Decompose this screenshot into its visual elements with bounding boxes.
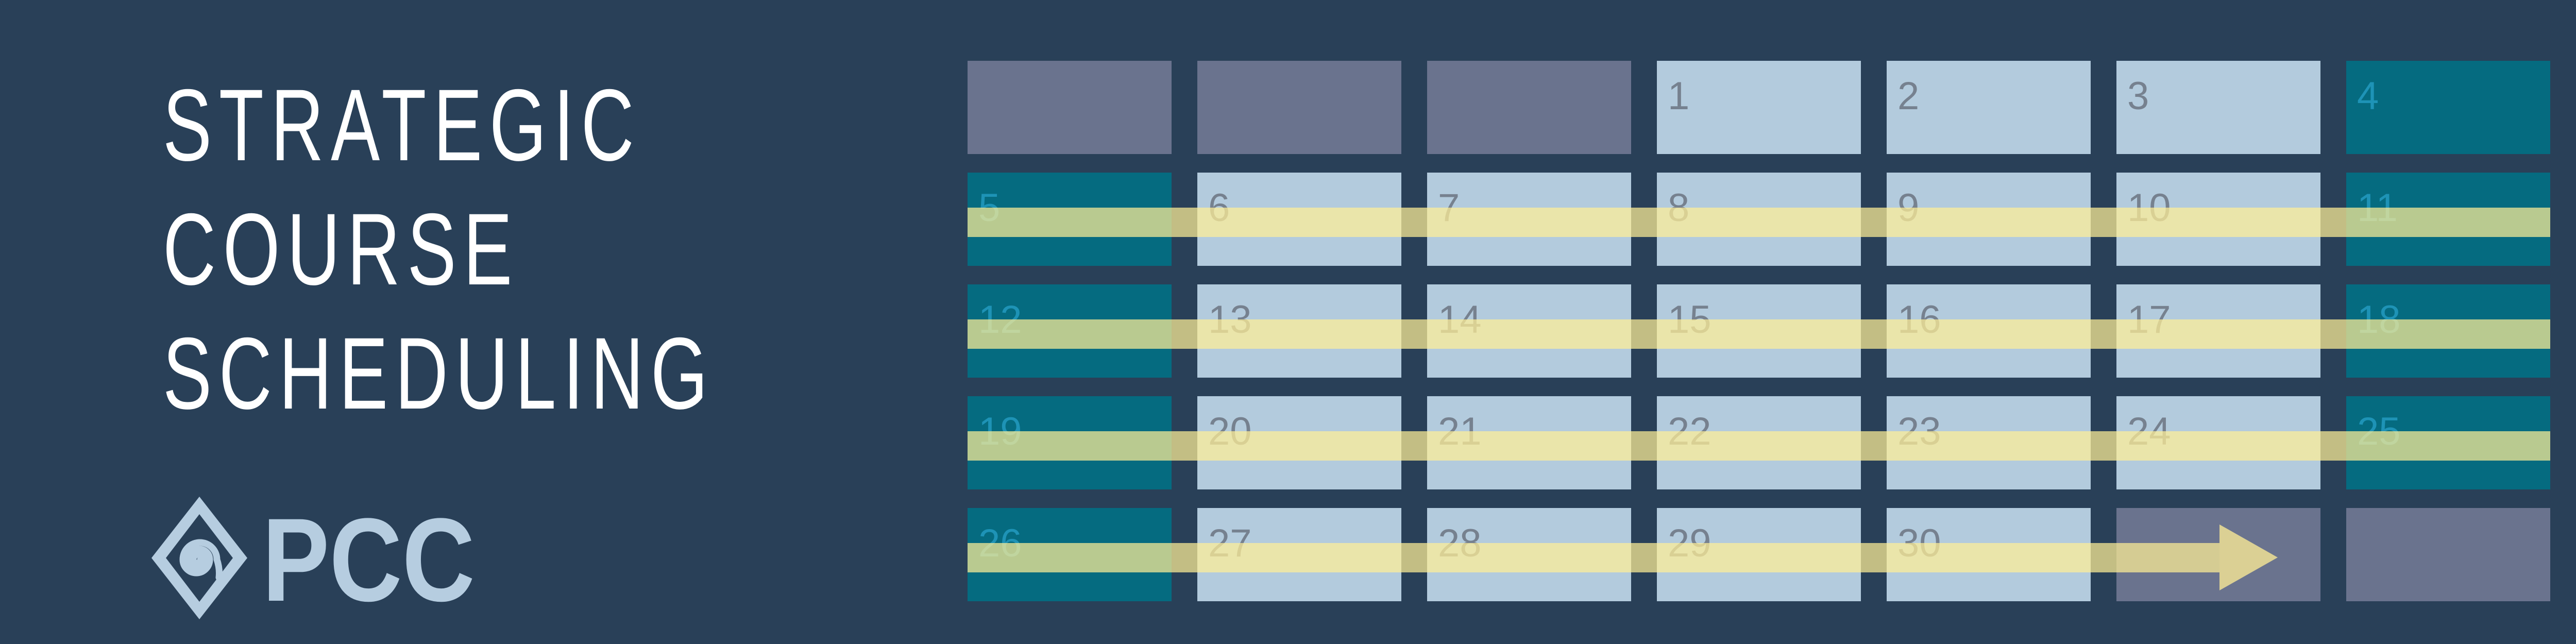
page-title: STRATEGIC COURSE SCHEDULING xyxy=(163,63,715,435)
pcc-logo-diamond-spiral-icon xyxy=(151,497,247,619)
week-highlight-band xyxy=(968,208,2550,237)
title-line-1: STRATEGIC xyxy=(163,68,641,182)
calendar-day-cell xyxy=(1197,61,1401,154)
pcc-logo-wordmark: PCC xyxy=(262,494,475,626)
calendar-day-cell xyxy=(2346,508,2550,601)
week-highlight-band xyxy=(968,431,2550,461)
calendar-day-cell: 2 xyxy=(1887,61,2091,154)
arrow-head-icon xyxy=(2219,524,2278,590)
day-number: 4 xyxy=(2357,74,2379,118)
title-line-3: SCHEDULING xyxy=(163,316,715,430)
calendar-day-cell xyxy=(968,61,1172,154)
calendar-grid: 1 2 3 4 5 6 7 8 9 10 11 12 13 14 15 16 1… xyxy=(968,61,2550,601)
calendar-day-cell xyxy=(1427,61,1631,154)
day-number: 1 xyxy=(1668,74,1690,118)
title-line-2: COURSE xyxy=(163,192,519,306)
timeline-arrow-shaft xyxy=(968,543,2219,572)
day-number: 2 xyxy=(1897,74,1920,118)
week-highlight-band xyxy=(968,319,2550,349)
calendar-day-cell: 4 xyxy=(2346,61,2550,154)
day-number: 3 xyxy=(2127,74,2149,118)
calendar-day-cell: 1 xyxy=(1657,61,1861,154)
calendar-day-cell: 3 xyxy=(2116,61,2320,154)
